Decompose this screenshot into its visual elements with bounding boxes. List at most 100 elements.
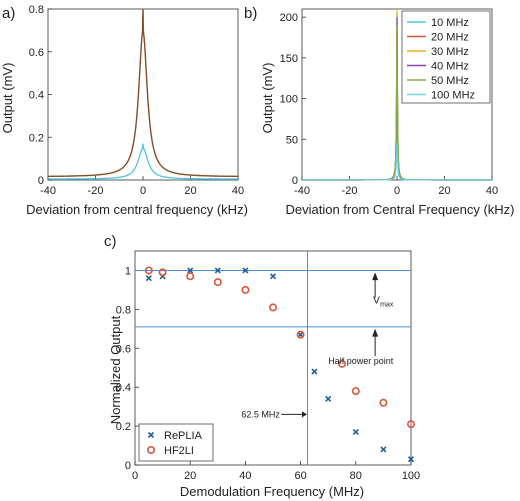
panel-b-y-tick-label: 150	[280, 53, 298, 65]
panel-c-x-axis-label: Demodulation Frequency (MHz)	[180, 484, 364, 499]
panel-c-replia-point	[311, 368, 318, 375]
panel-c-x-tick-label: 20	[184, 470, 196, 482]
panel-b: Deviation from Central Frequency (kHz) O…	[260, 63, 515, 217]
panel-c-replia-point	[352, 428, 359, 435]
panel-c-hf2li-point	[296, 330, 305, 339]
panel-c-replia-point	[214, 267, 221, 274]
panel-b-x-tick-label: -40	[294, 185, 310, 197]
cutoff-annotation: 62.5 MHz	[241, 409, 280, 419]
panel-c-replia-point	[325, 395, 332, 402]
panel-c-y-tick-label: 0	[125, 460, 131, 472]
panel-c-marker-stroke	[297, 331, 304, 338]
panel-a-x-tick-label: -20	[88, 185, 104, 197]
panel-c-marker-stroke	[352, 428, 359, 435]
panel-c-hf2li-point	[241, 285, 250, 294]
panel-c-legend-marker	[147, 431, 155, 439]
panel-c-replia-point	[242, 267, 249, 274]
vmax-arrowhead	[372, 272, 379, 281]
panel-a-y-tick-label: 0.2	[29, 132, 44, 144]
panel-b-legend-entry: 30 MHz	[431, 46, 469, 58]
panel-c-y-tick-label: 0.2	[116, 421, 131, 433]
panel-c-x-tick-label: 0	[132, 470, 138, 482]
panel-a-x-tick-label: 0	[140, 185, 146, 197]
panel-c-legend-entry: RePLIA	[164, 430, 203, 442]
panel-b-legend: 10 MHz 20 MHz 30 MHz 40 MHz 50 MHz 100 MHz	[401, 10, 491, 104]
panel-c-replia-point	[269, 273, 277, 280]
panel-c-y-tick-label: 0.6	[116, 343, 131, 355]
panel-c-hf2li-point	[144, 266, 153, 275]
panel-c: c) Demodulation Frequency (MHz) Normaliz…	[104, 233, 364, 499]
panel-a: a) b) Deviation from central frequency (…	[0, 5, 257, 217]
panel-c-legend-marker	[147, 445, 156, 454]
panel-c-hf2li-point	[379, 398, 388, 407]
panel-c-replia-point	[187, 267, 194, 274]
panel-c-legend: RePLIA HF2LI	[138, 423, 214, 462]
panel-b-label: b)	[244, 5, 257, 22]
panel-a-x-tick-label: 20	[184, 185, 196, 197]
panel-c-replia-point	[145, 275, 152, 282]
panel-c-y-tick-label: 0.8	[116, 304, 131, 316]
panel-b-legend-box	[401, 10, 491, 104]
panel-a-series-line	[47, 8, 239, 178]
panel-c-legend-entry: HF2LI	[164, 445, 194, 457]
panel-c-hf2li-point	[351, 387, 360, 396]
panel-c-hf2li-point	[268, 303, 277, 312]
panel-b-plot-area: -40 -20 0 20 40 0 50 100 150 200 10 MHz 20 MHz 30 MH…	[280, 8, 498, 197]
vmax-annotation: V	[373, 296, 380, 307]
panel-c-marker-stroke	[380, 446, 387, 453]
panel-a-y-tick-label: 0.6	[29, 47, 44, 59]
panel-c-marker-stroke	[242, 267, 249, 274]
panel-a-series-line	[48, 143, 238, 180]
panel-c-x-tick-label: 60	[294, 470, 306, 482]
panel-b-legend-entry: 100 MHz	[431, 90, 475, 102]
panel-b-x-tick-label: 40	[486, 185, 498, 197]
panel-c-label: c)	[104, 233, 117, 250]
half-power-arrowhead	[372, 328, 379, 337]
panel-c-hf2li-point	[406, 420, 415, 429]
panel-c-marker-stroke	[269, 273, 277, 280]
panel-c-marker-stroke	[407, 456, 415, 463]
panel-b-x-axis-label: Deviation from Central Frequency (kHz)	[285, 202, 514, 217]
vmax-annotation-subscript: max	[380, 302, 394, 309]
panel-c-y-axis-label: Normalized Output	[108, 315, 123, 424]
panel-c-x-tick-label: 100	[402, 470, 420, 482]
panel-b-y-tick-label: 200	[280, 12, 298, 24]
panel-c-replia-point	[407, 456, 415, 463]
panel-a-x-tick-label: -40	[40, 185, 56, 197]
cutoff-arrowhead	[301, 411, 307, 418]
panel-a-plot-area: -40 -20 0 20 40 0 0.2 0.4 0.6 0.8	[29, 4, 244, 197]
panel-c-x-tick-label: 80	[350, 470, 362, 482]
panel-c-legend-box	[138, 423, 214, 462]
panel-b-x-tick-label: 20	[438, 185, 450, 197]
panel-b-legend-entry: 20 MHz	[431, 32, 469, 44]
panel-a-x-axis-label: Deviation from central frequency (kHz)	[26, 202, 248, 217]
panel-a-y-tick-label: 0.8	[29, 4, 44, 16]
panel-c-replia-point	[297, 331, 304, 338]
panel-c-y-tick-label: 1	[125, 265, 131, 277]
panel-c-marker-stroke	[311, 368, 318, 375]
panel-a-y-tick-label: 0	[38, 175, 44, 187]
panel-b-series-line	[302, 143, 492, 181]
panel-a-y-tick-label: 0.4	[29, 90, 44, 102]
panel-c-hf2li-point	[158, 268, 167, 277]
panel-c-marker-stroke	[187, 267, 194, 274]
panel-c-hf2li-point	[337, 359, 346, 368]
panel-b-x-tick-label: -20	[342, 185, 358, 197]
panel-b-y-tick-label: 0	[292, 175, 298, 187]
panel-a-y-axis-label: Output (mV)	[0, 63, 15, 134]
panel-c-axes-frame	[134, 250, 412, 466]
panel-c-x-tick-label: 40	[239, 470, 251, 482]
panel-b-legend-entry: 10 MHz	[431, 17, 469, 29]
panel-b-legend-entry: 40 MHz	[431, 61, 469, 73]
panel-c-marker-stroke	[214, 267, 221, 274]
panel-c-marker-stroke	[145, 275, 152, 282]
panel-b-y-axis-label: Output (mV)	[260, 63, 275, 134]
panel-c-hf2li-point	[213, 278, 222, 287]
panel-c-replia-point	[380, 446, 387, 453]
panel-a-label: a)	[2, 5, 15, 22]
panel-c-y-tick-label: 0.4	[116, 382, 131, 394]
panel-b-x-tick-label: 0	[394, 185, 400, 197]
half-power-annotation: Half power point	[328, 356, 394, 366]
panel-a-axes-frame	[47, 8, 239, 181]
